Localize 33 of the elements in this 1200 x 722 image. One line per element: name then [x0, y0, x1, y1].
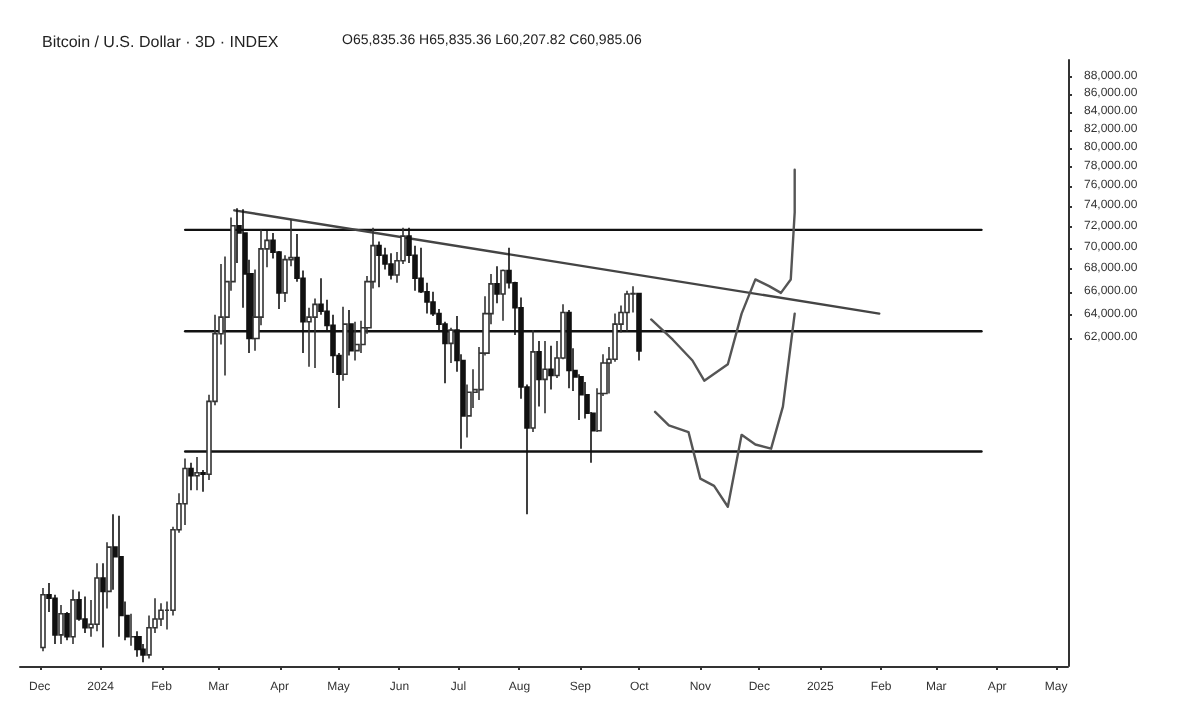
- line-series: [649, 168, 796, 382]
- candlestick: [100, 562, 106, 649]
- candlestick: [58, 604, 64, 645]
- candlestick: [388, 252, 394, 281]
- candlestick: [500, 268, 506, 322]
- line-series: [653, 312, 796, 508]
- candlestick: [134, 630, 142, 658]
- candlestick: [130, 612, 136, 647]
- candlestick: [188, 461, 194, 492]
- candlestick: [536, 340, 542, 408]
- candlestick: [624, 289, 630, 333]
- candlestick: [82, 595, 88, 634]
- candlestick: [542, 340, 548, 415]
- candlestick: [306, 307, 312, 368]
- candlestick: [40, 587, 46, 652]
- candlestick: [194, 456, 200, 492]
- candlestick: [94, 562, 100, 633]
- candlestick: [312, 297, 318, 369]
- candlestick: [106, 541, 112, 610]
- candlestick: [376, 240, 382, 289]
- candlestick: [448, 326, 454, 364]
- candlestick: [70, 588, 76, 645]
- candlestick: [548, 344, 554, 391]
- candlestick: [494, 265, 500, 304]
- candlestick: [530, 329, 536, 433]
- candlestick: [64, 611, 70, 642]
- candlestick: [200, 469, 206, 493]
- candlestick: [354, 321, 360, 362]
- candlestick: [118, 515, 124, 638]
- candlestick: [182, 457, 188, 526]
- chart-title: Bitcoin / U.S. Dollar · 3D · INDEX: [42, 33, 280, 51]
- candlestick: [342, 305, 348, 382]
- candlestick: [158, 602, 164, 627]
